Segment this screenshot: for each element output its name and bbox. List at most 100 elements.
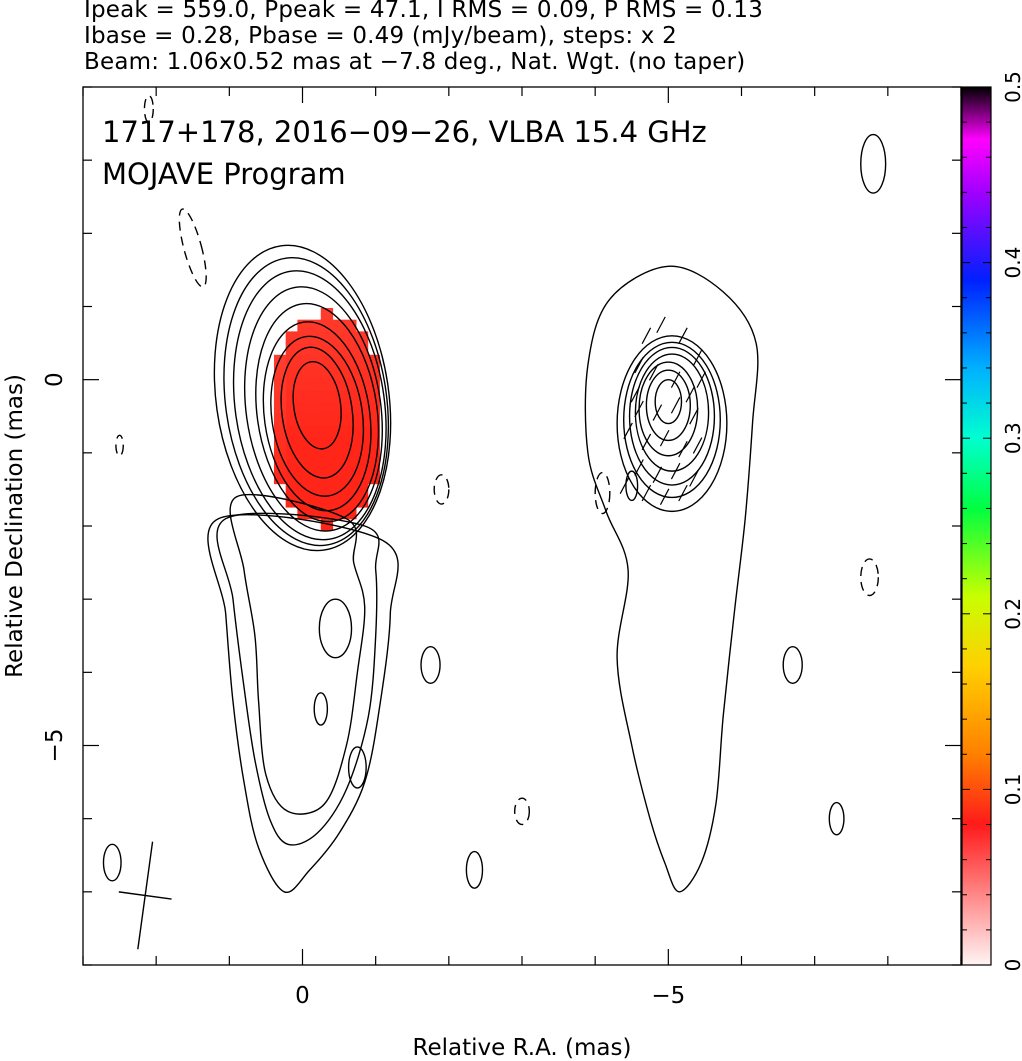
- evpa-tick: [634, 459, 644, 476]
- polarization-fill-pixel: [297, 378, 310, 391]
- polarization-fill-pixel: [273, 366, 287, 379]
- polarization-fill-pixel: [320, 460, 334, 473]
- polarization-fill-pixel: [332, 460, 345, 473]
- colorbar: [961, 86, 992, 966]
- evpa-tick: [685, 386, 696, 403]
- polarization-fill-pixel: [273, 354, 287, 368]
- evpa-tick: [648, 364, 659, 381]
- polarization-fill-pixel: [332, 366, 345, 379]
- polarization-fill-pixel: [320, 401, 334, 414]
- polarization-fill-pixel: [344, 495, 357, 508]
- polarization-fill-pixel: [273, 460, 287, 473]
- polarization-fill-pixel: [355, 448, 369, 461]
- polarization-fill-pixel: [297, 471, 310, 485]
- polarization-fill-pixel: [320, 343, 334, 356]
- polarization-fill-pixel: [320, 366, 334, 379]
- negative-noise-contour: [178, 208, 207, 288]
- polarization-fill-pixel: [309, 460, 322, 473]
- polarization-fill-pixel: [332, 413, 345, 426]
- negative-noise-contour: [143, 95, 154, 123]
- contour-island-panel-1: [318, 598, 353, 659]
- contour-core-panel-1: [270, 335, 365, 497]
- negative-noise-contour: [860, 558, 880, 597]
- polarization-fill-pixel: [297, 483, 310, 496]
- polarization-fill-pixel: [309, 401, 322, 414]
- evpa-tick: [659, 429, 670, 447]
- evpa-tick: [641, 484, 652, 502]
- y-tick-label-0: 0: [42, 372, 68, 387]
- contour-core-panel-1: [213, 244, 392, 552]
- jet-contour-panel-1: [216, 512, 380, 846]
- evpa-tick: [678, 440, 688, 458]
- evpa-tick: [696, 371, 707, 388]
- polarization-fill-pixel: [297, 425, 310, 438]
- outer-contour-panel-2: [584, 265, 759, 893]
- polarization-fill-pixel: [273, 378, 287, 391]
- contour-core-panel-2: [623, 341, 721, 499]
- evpa-tick: [659, 488, 670, 505]
- polarization-fill-pixel: [344, 366, 357, 379]
- contour-core-panel-2: [634, 353, 710, 472]
- evpa-tick: [652, 466, 663, 484]
- evpa-tick: [641, 433, 652, 451]
- polarization-fill-pixel: [332, 319, 345, 332]
- colorbar-label-5: 0.5: [1001, 71, 1022, 103]
- header-line-2: Ibase = 0.28, Pbase = 0.49 (mJy/beam), s…: [84, 23, 677, 49]
- evpa-tick: [670, 462, 681, 480]
- polarization-fill-pixel: [344, 343, 357, 356]
- colorbar-label-0: 0: [1001, 959, 1022, 972]
- polarization-fill-pixel: [297, 401, 310, 414]
- noise-contour: [782, 646, 803, 685]
- polarization-fill-pixel: [273, 413, 287, 426]
- polarization-fill-pixel: [355, 425, 369, 438]
- chart-title: 1717+178, 2016−09−26, VLBA 15.4 GHz: [102, 115, 707, 149]
- polarization-fill-pixel: [285, 331, 298, 344]
- evpa-tick: [656, 316, 666, 334]
- header-line-1: Ipeak = 559.0, Ppeak = 47.1, I RMS = 0.0…: [84, 0, 764, 23]
- polarization-fill-pixel: [297, 448, 310, 461]
- polarization-fill-pixel: [309, 354, 322, 368]
- polarization-fill-pixel: [285, 471, 298, 485]
- evpa-tick: [630, 386, 641, 403]
- y-tick-label-1: −5: [42, 729, 68, 763]
- polarization-fill-pixel: [285, 378, 298, 391]
- contour-core-panel-2: [654, 378, 683, 425]
- polarization-fill-pixel: [309, 495, 322, 508]
- colorbar-label-2: 0.2: [1001, 598, 1022, 630]
- evpa-tick: [652, 404, 663, 421]
- evpa-tick: [692, 437, 703, 454]
- evpa-tick: [641, 327, 652, 344]
- jet-contour-panel-1: [229, 493, 366, 815]
- contour-core-panel-2: [638, 361, 699, 457]
- polarization-fill-pixel: [320, 495, 334, 508]
- contour-core-panel-1: [280, 346, 354, 479]
- negative-noise-contour: [594, 471, 611, 515]
- contour-island-panel-1: [313, 692, 329, 726]
- polarization-fill-pixel: [355, 354, 369, 368]
- negative-noise-contour: [433, 474, 450, 505]
- polarization-fill-pixel: [332, 378, 345, 391]
- beam-minor-axis: [118, 891, 172, 900]
- evpa-tick: [678, 327, 688, 344]
- negative-noise-contour: [513, 797, 531, 826]
- polarization-fill-pixel: [320, 425, 334, 438]
- evpa-tick: [678, 484, 688, 502]
- polarization-fill-pixel: [297, 413, 310, 426]
- polarization-fill-pixel: [332, 436, 345, 450]
- polarization-fill-pixel: [332, 483, 345, 496]
- contour-core-panel-1: [255, 302, 380, 523]
- contour-core-panel-2: [628, 346, 716, 486]
- jet-contour-panel-1: [207, 514, 399, 894]
- polarization-fill-pixel: [344, 460, 357, 473]
- evpa-tick: [689, 470, 699, 487]
- contour-core-panel-1: [232, 270, 387, 541]
- polarization-fill-pixel: [344, 401, 357, 414]
- contour-core-panel-1: [223, 257, 390, 547]
- y-axis-label: Relative Declination (mas): [2, 374, 28, 678]
- contour-core-panel-1: [243, 286, 383, 532]
- polarization-fill-pixel: [320, 413, 334, 426]
- polarization-fill-pixel: [344, 331, 357, 344]
- evpa-tick: [689, 408, 699, 425]
- polarization-fill-pixel: [309, 425, 322, 438]
- negative-noise-contour: [115, 434, 124, 457]
